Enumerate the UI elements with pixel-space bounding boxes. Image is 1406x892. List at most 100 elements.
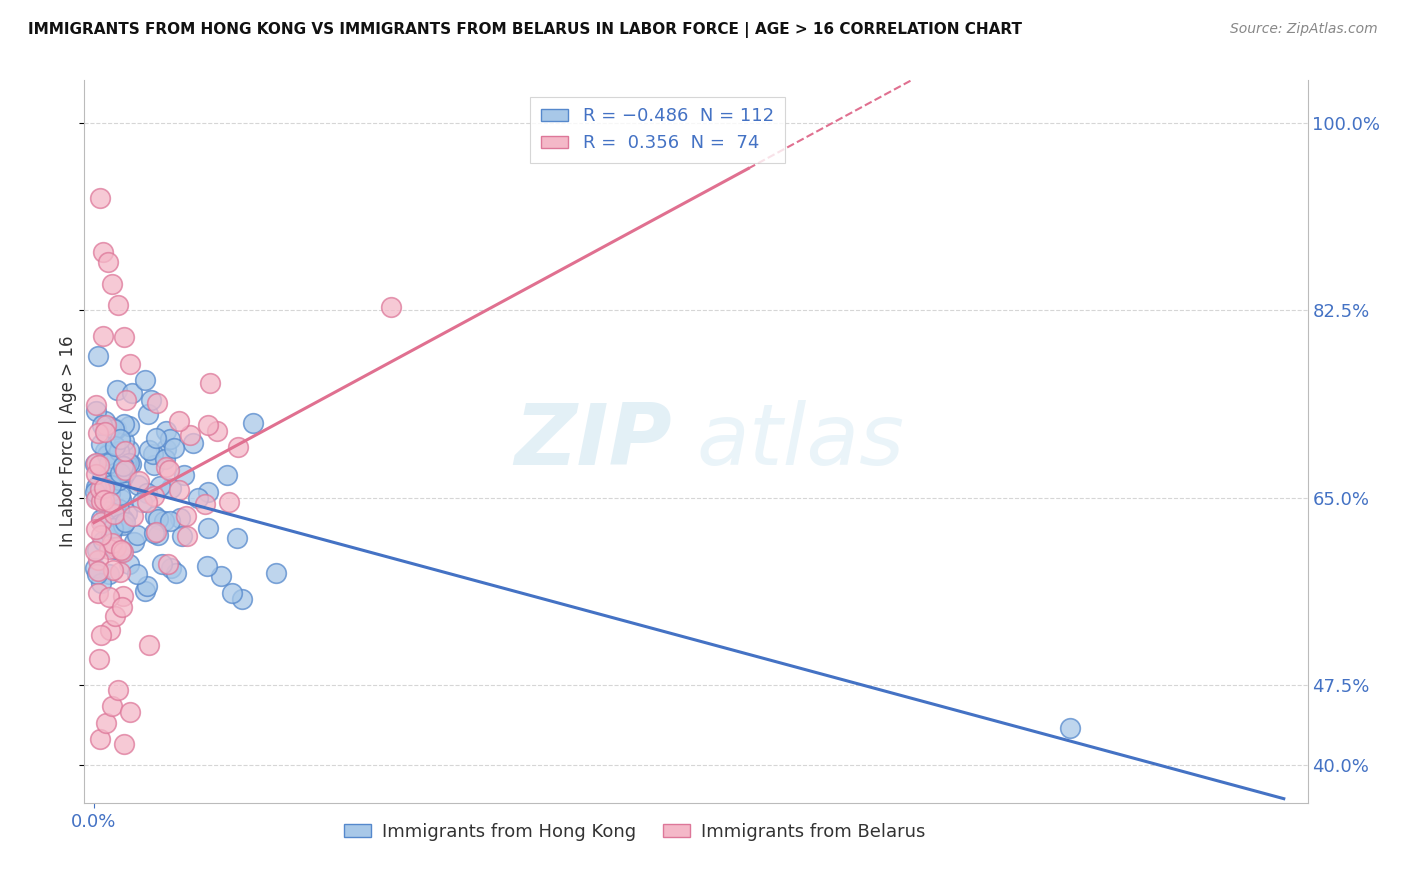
Point [152,514,174,528]
Point [197,484,219,499]
Point [218,495,240,509]
Point [118,443,141,458]
Point [97,255,120,269]
Point [108,444,131,458]
Point [101,460,124,475]
Point [94,715,117,730]
Point [197,418,219,433]
Point [111,445,134,459]
Point [115,392,138,407]
Point [89,731,111,746]
Point [112,459,135,474]
Point [84,398,107,412]
Point [90,512,112,526]
Point [84,485,107,500]
Point [107,298,129,312]
Point [103,507,125,521]
Point [110,467,132,481]
Point [108,473,131,487]
Point [90,628,112,642]
Point [91,418,114,433]
Point [226,440,249,454]
Point [160,481,183,495]
Point [94,417,117,432]
Point [114,460,136,475]
Point [176,509,198,524]
Point [110,566,132,580]
Point [90,473,112,487]
Point [84,522,107,536]
Point [136,579,159,593]
Point [207,424,229,438]
Point [84,457,107,471]
Point [145,396,167,410]
Point [134,373,156,387]
Point [112,589,135,603]
Point [242,416,264,430]
Point [138,442,160,457]
Point [87,553,110,567]
Point [155,459,177,474]
Point [122,508,145,523]
Point [134,583,156,598]
Point [145,525,167,540]
Point [150,557,173,571]
Point [114,443,136,458]
Point [165,566,187,581]
Point [98,495,121,509]
Point [231,592,253,607]
Point [173,467,195,482]
Point [115,506,138,520]
Point [112,512,135,526]
Point [84,467,107,482]
Point [87,652,110,666]
Point [98,456,121,470]
Point [112,459,135,474]
Point [143,526,166,541]
Point [225,532,247,546]
Point [149,479,172,493]
Point [90,494,112,508]
Point [108,488,131,502]
Point [108,501,131,516]
Point [114,515,136,529]
Point [90,528,112,542]
Point [115,455,138,469]
Point [143,458,166,472]
Point [84,560,107,574]
Point [142,447,165,461]
Point [198,376,221,390]
Point [100,478,122,492]
Point [194,497,217,511]
Text: atlas: atlas [696,400,904,483]
Point [167,414,190,428]
Point [131,495,153,509]
Point [169,483,191,498]
Point [97,445,120,459]
Point [124,534,146,549]
Point [90,515,112,529]
Point [87,564,110,578]
Point [104,609,127,624]
Point [108,433,131,447]
Point [93,492,115,507]
Point [104,540,127,554]
Point [187,491,209,505]
Point [112,434,135,448]
Point [145,431,167,445]
Point [100,277,122,291]
Point [136,408,159,422]
Text: IMMIGRANTS FROM HONG KONG VS IMMIGRANTS FROM BELARUS IN LABOR FORCE | AGE > 16 C: IMMIGRANTS FROM HONG KONG VS IMMIGRANTS … [28,22,1022,38]
Point [89,483,111,497]
Point [162,441,184,455]
Point [100,623,122,637]
Point [155,442,177,456]
Point [138,638,160,652]
Point [169,511,191,525]
Point [111,470,134,484]
Point [87,586,110,600]
Point [86,567,108,582]
Point [86,349,108,363]
Point [120,458,142,472]
Point [87,425,110,440]
